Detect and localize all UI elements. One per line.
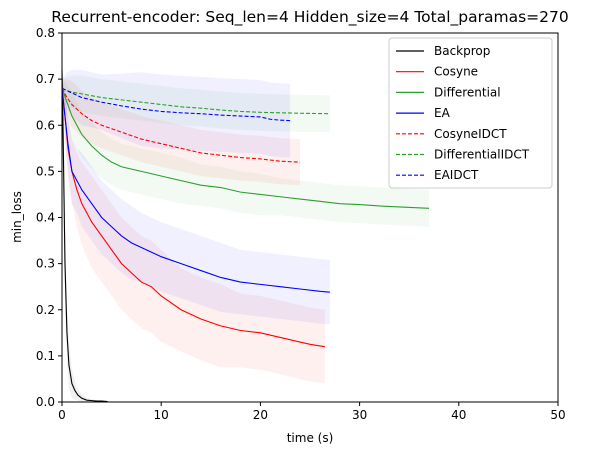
x-tick-label: 40: [451, 408, 466, 422]
x-tick-label: 0: [58, 408, 66, 422]
y-axis-ticks: 0.0 0.1 0.2 0.3 0.4 0.5 0.6 0.7 0.8: [36, 26, 62, 409]
backprop-line: [61, 69, 108, 403]
y-tick-label: 0.7: [36, 72, 55, 86]
x-tick-label: 50: [550, 408, 565, 422]
backprop-legend-label: Backprop: [434, 44, 490, 58]
y-tick-label: 0.5: [36, 164, 55, 178]
legend-box: [388, 37, 553, 189]
x-axis-ticks: 0 10 20 30 40 50: [58, 402, 566, 422]
cosyneidct-line: [61, 88, 301, 163]
cosyne-band: [62, 79, 325, 384]
x-axis-label: time (s): [287, 431, 334, 445]
cosyneidct-band: [62, 79, 301, 186]
y-tick-label: 0.1: [36, 349, 55, 363]
differentialidct-legend-label: DifferentialIDCT: [434, 148, 530, 162]
legend: Backprop Cosyne Differential EA CosyneIDCT Di…: [388, 37, 553, 189]
ea-band: [62, 79, 330, 325]
series-lines: [61, 69, 430, 403]
x-tick-label: 30: [352, 408, 367, 422]
eaidct-legend-label: EAIDCT: [434, 168, 479, 182]
cosyneidct-legend-label: CosyneIDCT: [434, 127, 507, 141]
y-tick-label: 0.2: [36, 303, 55, 317]
x-tick-label: 10: [154, 408, 169, 422]
ea-line: [61, 88, 330, 293]
confidence-bands: [62, 33, 430, 402]
y-tick-label: 0.0: [36, 395, 55, 409]
y-tick-label: 0.3: [36, 257, 55, 271]
y-tick-label: 0.8: [36, 26, 55, 40]
x-tick-label: 20: [253, 408, 268, 422]
cosyne-legend-label: Cosyne: [434, 65, 478, 79]
ea-legend-label: EA: [434, 106, 451, 120]
eaidct-line: [61, 87, 291, 122]
chart-title: Recurrent-encoder: Seq_len=4 Hidden_size…: [51, 8, 569, 27]
differential-legend-label: Differential: [434, 85, 501, 99]
cosyne-line: [61, 88, 325, 348]
y-tick-label: 0.4: [36, 211, 55, 225]
y-axis-label: min_loss: [10, 191, 24, 243]
eaidct-band: [62, 69, 291, 158]
differentialidct-line: [61, 87, 330, 115]
y-tick-label: 0.6: [36, 118, 55, 132]
differential-line: [61, 88, 430, 209]
differential-band: [62, 79, 430, 227]
